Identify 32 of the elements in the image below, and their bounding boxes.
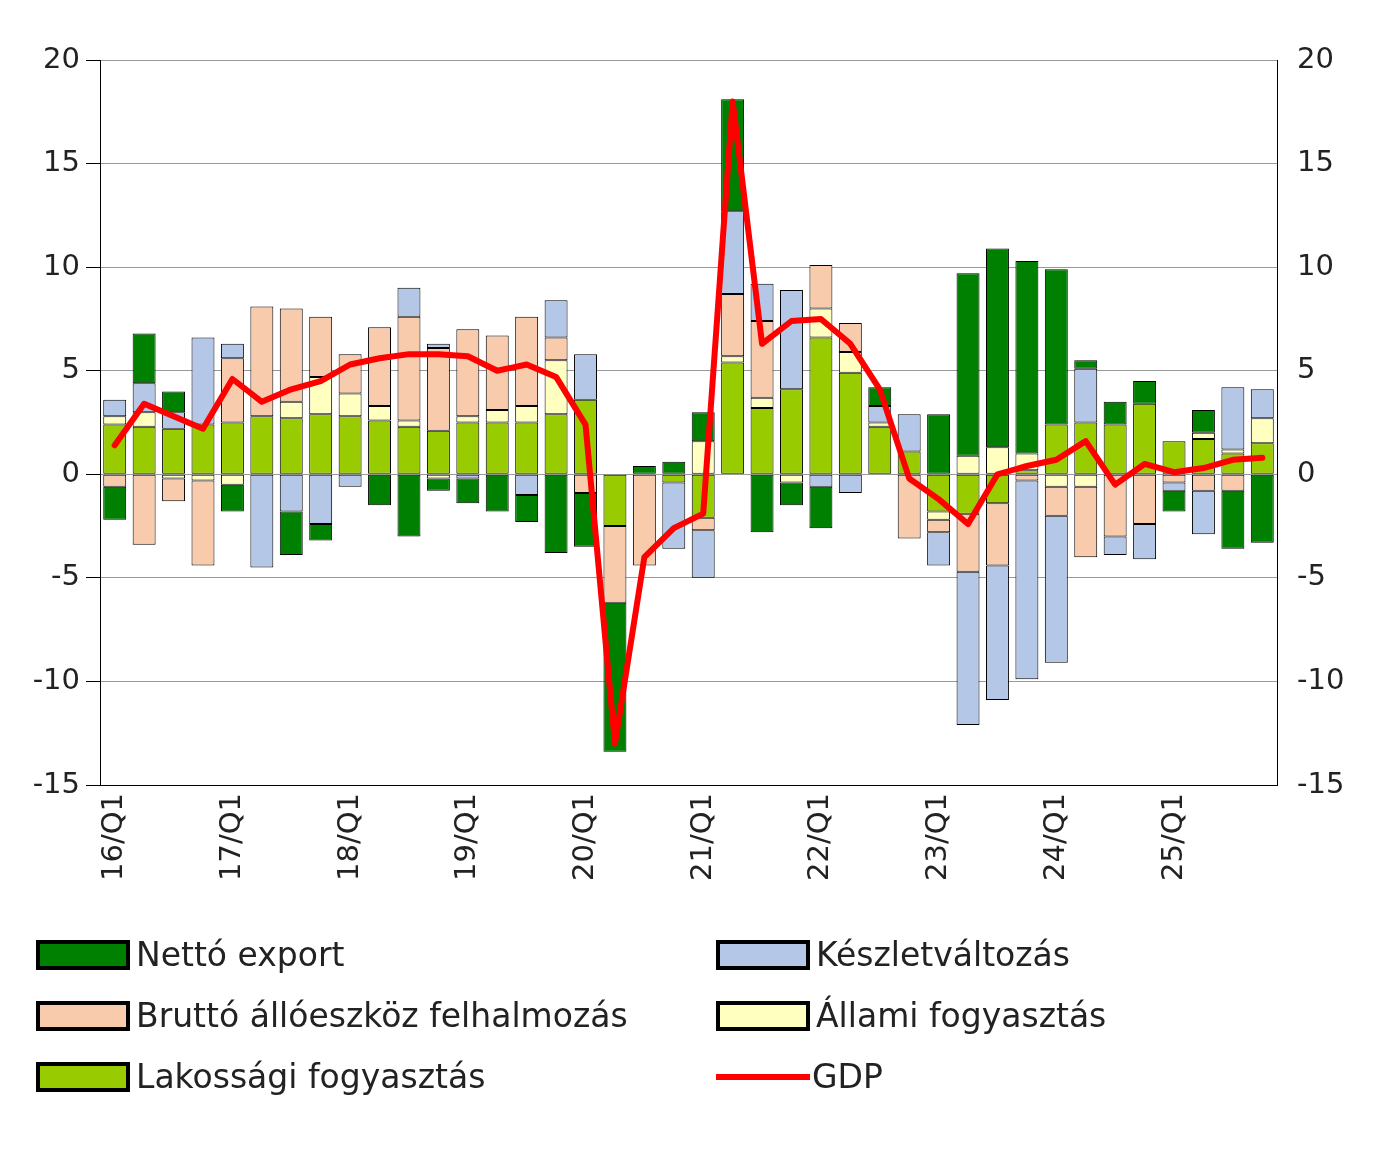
x-tick-label: 16/Q1 [95,793,130,881]
x-tick-label: 25/Q1 [1154,793,1189,881]
y2-tick-label: 0 [1297,454,1316,489]
x-tick-label: 17/Q1 [212,793,247,881]
y-tick-label: 10 [43,247,80,282]
y-tick-label: 5 [61,351,80,386]
y-tick-label: -10 [32,661,80,696]
y2-tick-label: 15 [1297,144,1334,179]
y-tick-label: 15 [43,144,80,179]
y2-tick-label: -15 [1297,765,1345,800]
x-tick-label: 22/Q1 [801,793,836,881]
y2-tick-label: 10 [1297,247,1334,282]
legend-label: Bruttó állóeszköz felhalmozás [136,996,628,1035]
x-tick-label: 19/Q1 [448,793,483,881]
legend-label: Készletváltozás [816,935,1071,974]
y-tick-label: 20 [43,40,80,75]
y-tick-label: 0 [61,454,80,489]
x-tick-label: 23/Q1 [919,793,954,881]
legend-label: GDP [812,1057,883,1096]
x-tick-label: 21/Q1 [683,793,718,881]
y2-tick-label: 20 [1297,40,1334,75]
x-tick-label: 24/Q1 [1036,793,1071,881]
x-tick-label: 18/Q1 [330,793,365,881]
y-tick-label: -5 [51,558,80,593]
legend-label: Nettó export [136,935,345,974]
legend-label: Lakossági fogyasztás [136,1057,486,1096]
y2-tick-label: -5 [1297,558,1326,593]
y-tick-label: -15 [32,765,80,800]
x-tick-label: 20/Q1 [566,793,601,881]
y2-tick-label: -10 [1297,661,1345,696]
y2-tick-label: 5 [1297,351,1316,386]
legend-label: Állami fogyasztás [816,996,1107,1035]
